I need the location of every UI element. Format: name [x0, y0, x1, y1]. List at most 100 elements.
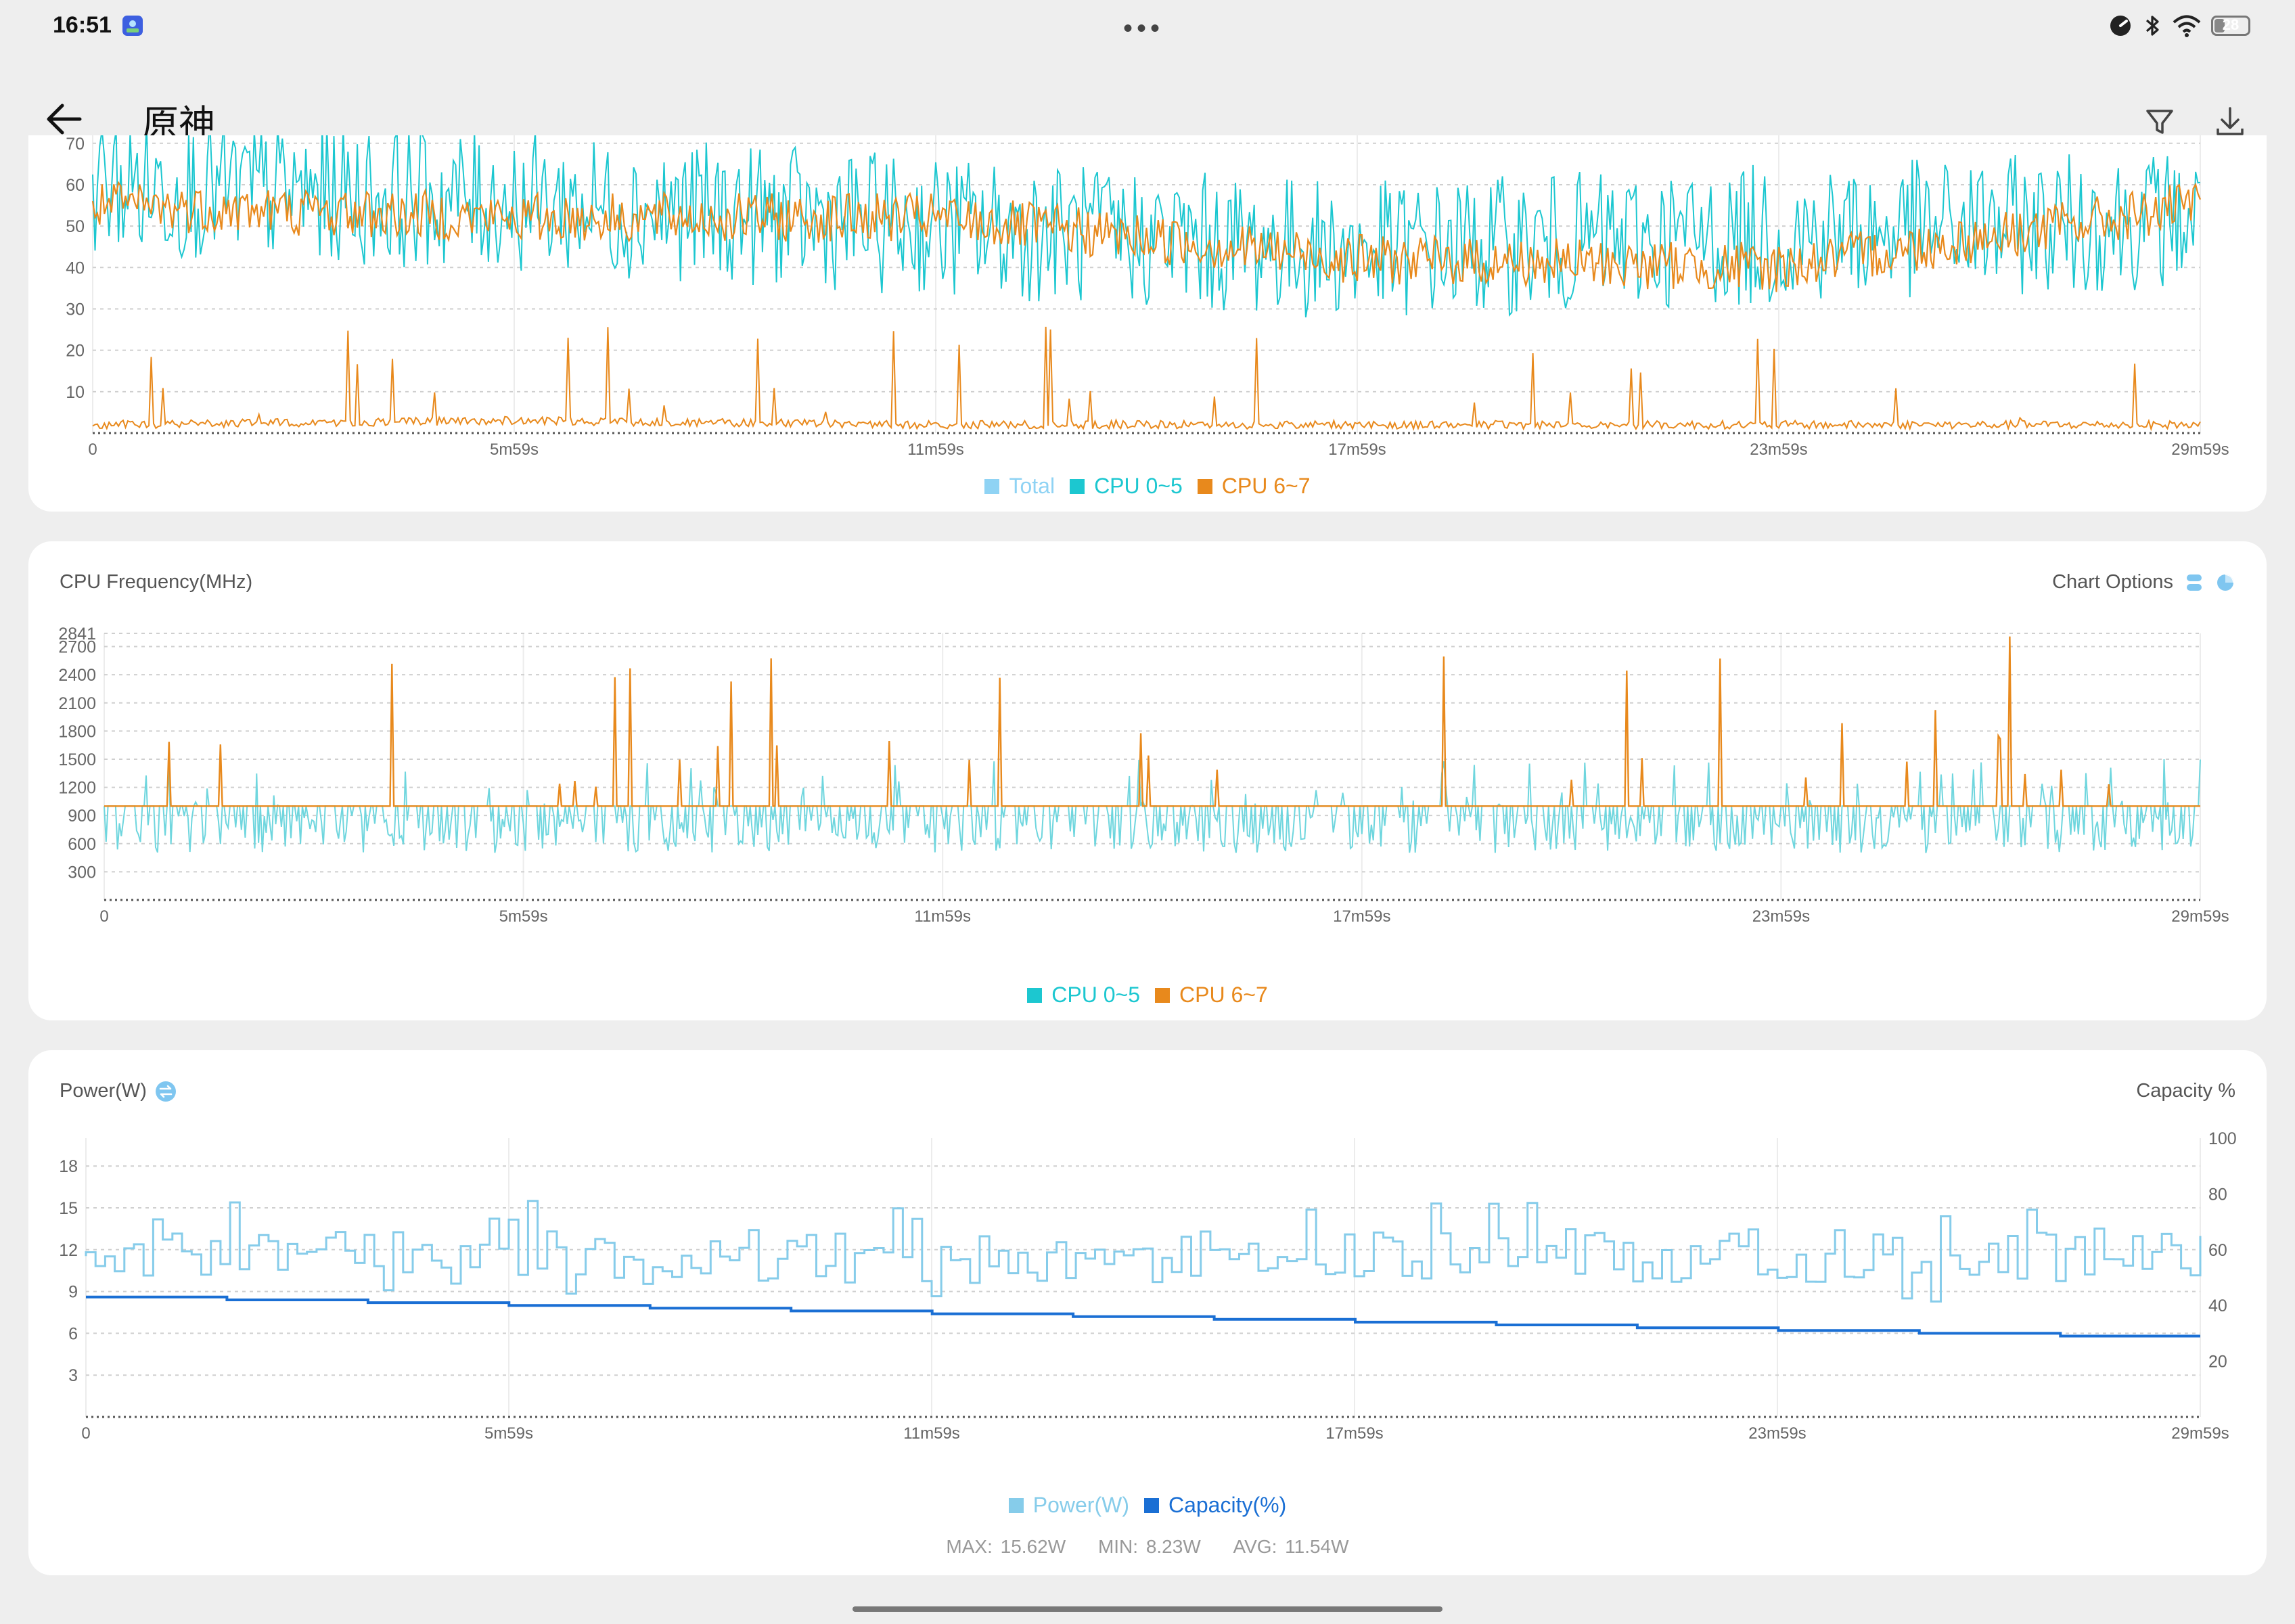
- power-stats: MAX: 15.62W MIN: 8.23W AVG: 11.54W: [28, 1536, 2267, 1558]
- cpu-load-card: 0 5m59s 11m59s 17m59s 23m59s 29m59s 10 20 30 40 50…: [28, 135, 2267, 512]
- battery-level: 28: [2222, 16, 2240, 33]
- wifi-icon: [2173, 15, 2201, 37]
- x-tick-label: 17m59s: [1325, 1424, 1383, 1443]
- cpu-frequency-chart: 0 5m59s 11m59s 17m59s 23m59s 29m59s 300 600 900 1…: [58, 625, 2229, 926]
- power-card: Power(W) Capacity % 0 5m59s 11m59s 17m59s 23…: [28, 1050, 2267, 1575]
- x-tick-label: 11m59s: [903, 1424, 960, 1443]
- stat-min: MIN: 8.23W: [1097, 1536, 1201, 1557]
- legend-label-power: Power(W): [1032, 1493, 1129, 1517]
- y-tick-label: 15: [59, 1199, 78, 1218]
- filter-icon[interactable]: [2139, 102, 2180, 142]
- y-tick-label: 20: [66, 342, 85, 361]
- y-tick-label: 6: [68, 1324, 78, 1343]
- battery-icon: 28: [2211, 16, 2250, 36]
- y-tick-label: 2100: [58, 694, 96, 713]
- x-tick-label: 11m59s: [914, 907, 971, 926]
- legend-label-freq-cpu67: CPU 6~7: [1179, 983, 1268, 1007]
- app-notification-icon: [122, 16, 143, 36]
- legend-item-freq-cpu05[interactable]: CPU 0~5: [1027, 983, 1140, 1008]
- more-dots-icon[interactable]: •••: [1123, 14, 1164, 43]
- cpu-frequency-title: CPU Frequency(MHz): [60, 571, 253, 593]
- series-cpu67-line: [91, 181, 2202, 292]
- y-tick-label: 60: [66, 176, 85, 195]
- legend-item-cpu67[interactable]: CPU 6~7: [1197, 474, 1311, 499]
- legend-item-cpu05[interactable]: CPU 0~5: [1070, 474, 1183, 499]
- y-tick-label: 1500: [58, 750, 96, 769]
- legend-item-power[interactable]: Power(W): [1008, 1493, 1129, 1518]
- y-tick-label: 1200: [58, 779, 96, 798]
- series-cpu67-low-line: [92, 326, 2201, 432]
- legend-label-total: Total: [1009, 474, 1055, 498]
- y2-tick-label: 100: [2208, 1129, 2237, 1148]
- x-tick-label: 5m59s: [499, 907, 548, 926]
- chart-options[interactable]: Chart Options: [2052, 571, 2235, 593]
- y-tick-label: 3: [68, 1366, 78, 1385]
- y-tick-label: 10: [66, 383, 85, 402]
- x-tick-label: 0: [99, 907, 108, 926]
- y-tick-label: 2841: [58, 625, 96, 644]
- power-legend: Power(W) Capacity(%): [28, 1493, 2267, 1518]
- back-arrow-icon[interactable]: [41, 95, 89, 143]
- legend-label-capacity: Capacity(%): [1168, 1493, 1287, 1517]
- y-tick-label: 2400: [58, 666, 96, 685]
- legend-item-freq-cpu67[interactable]: CPU 6~7: [1155, 983, 1268, 1008]
- x-tick-label: 5m59s: [490, 441, 539, 459]
- x-tick-label: 0: [81, 1424, 90, 1443]
- x-tick-label: 23m59s: [1752, 907, 1810, 926]
- series-power-line: [85, 1200, 2202, 1303]
- y-tick-label: 600: [68, 835, 96, 854]
- y2-tick-label: 80: [2208, 1185, 2227, 1204]
- y-tick-label: 300: [68, 863, 96, 882]
- data-saver-icon: [2110, 16, 2131, 36]
- stat-avg: AVG: 11.54W: [1233, 1536, 1349, 1557]
- cpu-load-chart: 0 5m59s 11m59s 17m59s 23m59s 29m59s 10 20 30 40 50…: [66, 135, 2229, 459]
- y-tick-label: 40: [66, 258, 85, 277]
- power-title-row: Power(W): [60, 1080, 177, 1102]
- y-tick-label: 900: [68, 807, 96, 826]
- y2-tick-label: 60: [2208, 1241, 2227, 1260]
- bluetooth-icon: [2145, 16, 2159, 36]
- x-tick-label: 29m59s: [2171, 907, 2229, 926]
- home-indicator[interactable]: [853, 1606, 1442, 1612]
- stat-max: MAX: 15.62W: [946, 1536, 1066, 1557]
- x-tick-label: 5m59s: [484, 1424, 533, 1443]
- legend-label-cpu67: CPU 6~7: [1221, 474, 1311, 498]
- x-tick-label: 11m59s: [907, 441, 964, 459]
- power-chart: 0 5m59s 11m59s 17m59s 23m59s 29m59s 3 6 9 12 15 18 2…: [59, 1129, 2237, 1443]
- y-tick-label: 18: [59, 1157, 78, 1176]
- y-tick-label: 2700: [58, 638, 96, 657]
- x-tick-label: 17m59s: [1333, 907, 1390, 926]
- x-tick-label: 0: [88, 441, 97, 459]
- y-tick-label: 50: [66, 217, 85, 236]
- x-tick-label: 23m59s: [1748, 1424, 1806, 1443]
- x-tick-label: 17m59s: [1328, 441, 1386, 459]
- capacity-axis-title: Capacity %: [2136, 1080, 2235, 1102]
- status-bar: 16:51 ••• 28: [0, 0, 2295, 54]
- series-freq-cpu67-line: [104, 636, 2200, 807]
- y-tick-label: 1800: [58, 722, 96, 741]
- cpu-frequency-legend: CPU 0~5 CPU 6~7: [28, 983, 2267, 1008]
- power-title: Power(W): [60, 1080, 147, 1102]
- y-tick-label: 9: [68, 1283, 78, 1302]
- y2-tick-label: 20: [2208, 1353, 2227, 1372]
- x-tick-label: 29m59s: [2171, 441, 2229, 459]
- pie-chart-icon[interactable]: [2215, 572, 2235, 593]
- y2-tick-label: 40: [2208, 1296, 2227, 1315]
- y-tick-label: 12: [59, 1241, 78, 1260]
- x-tick-label: 29m59s: [2171, 1424, 2229, 1443]
- chart-options-label: Chart Options: [2052, 571, 2173, 593]
- x-tick-label: 23m59s: [1750, 441, 1807, 459]
- series-cpu05-line: [92, 135, 2201, 318]
- cpu-load-legend: Total CPU 0~5 CPU 6~7: [28, 474, 2267, 499]
- status-time: 16:51: [53, 12, 112, 38]
- legend-item-total[interactable]: Total: [984, 474, 1055, 499]
- swap-icon[interactable]: [155, 1081, 177, 1102]
- series-capacity-line: [86, 1295, 2200, 1338]
- y-tick-label: 30: [66, 300, 85, 319]
- legend-label-cpu05: CPU 0~5: [1094, 474, 1183, 498]
- legend-item-capacity[interactable]: Capacity(%): [1143, 1493, 1287, 1518]
- stack-layers-icon[interactable]: [2185, 572, 2203, 593]
- y-tick-label: 70: [66, 135, 85, 154]
- status-icons: 28: [2108, 14, 2250, 38]
- download-icon[interactable]: [2210, 102, 2250, 142]
